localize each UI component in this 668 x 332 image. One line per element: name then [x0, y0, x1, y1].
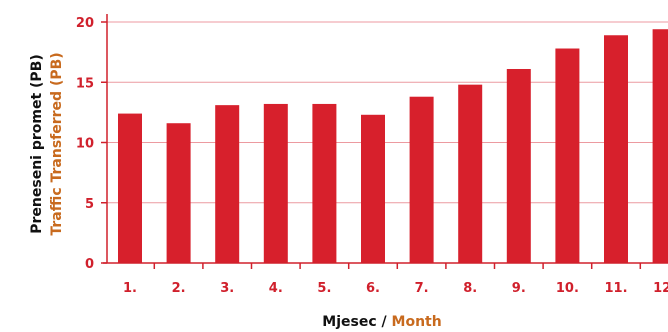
x-ticks: 1. 2. 3. 4. 5. 6. 7. 8. 9. 10. 11. 12. [123, 263, 668, 296]
x-tick-label-5: 5. [317, 281, 331, 296]
x-tick-label-2: 2. [172, 281, 186, 296]
y-axis-title: Preneseni promet (PB) [29, 54, 45, 234]
bars [118, 29, 668, 264]
bar-11 [604, 35, 628, 263]
x-tick-label-7: 7. [415, 281, 429, 296]
x-tick-label-8: 8. [463, 281, 477, 296]
y-tick-label-4: 20 [76, 16, 94, 31]
x-tick-label-9: 9. [512, 281, 526, 296]
y-tick-label-3: 15 [76, 76, 94, 91]
bar-10 [555, 48, 580, 264]
y-tick-label-2: 10 [76, 137, 94, 152]
x-tick-label-3: 3. [220, 281, 234, 296]
bar-12 [652, 29, 668, 264]
x-axis-title: Mjesec / Month [322, 314, 441, 330]
bar-7 [409, 96, 434, 264]
bar-9 [506, 68, 531, 264]
bar-2 [166, 123, 191, 263]
bar-1 [118, 113, 142, 263]
x-tick-label-11: 11. [604, 281, 627, 296]
x-tick-label-12: 12. [653, 281, 668, 296]
axes [103, 14, 668, 264]
y-tick-label-1: 5 [85, 197, 94, 212]
x-tick-label-4: 4. [269, 281, 283, 296]
bar-4 [263, 103, 288, 263]
bar-3 [215, 105, 240, 264]
x-axis-title-primary: Mjesec / [322, 314, 387, 330]
x-axis-title-secondary: Month [392, 314, 442, 330]
y-ticks: 0 5 10 15 20 [76, 16, 107, 272]
bar-5 [312, 103, 337, 263]
y-axis-title-secondary: Traffic Transferred (PB) [49, 52, 65, 235]
bar-8 [458, 84, 483, 263]
gridlines [107, 21, 668, 204]
y-tick-label-0: 0 [85, 257, 94, 272]
x-tick-label-10: 10. [556, 281, 579, 296]
x-tick-label-1: 1. [123, 281, 137, 296]
bar-6 [361, 114, 385, 263]
x-tick-label-6: 6. [366, 281, 380, 296]
